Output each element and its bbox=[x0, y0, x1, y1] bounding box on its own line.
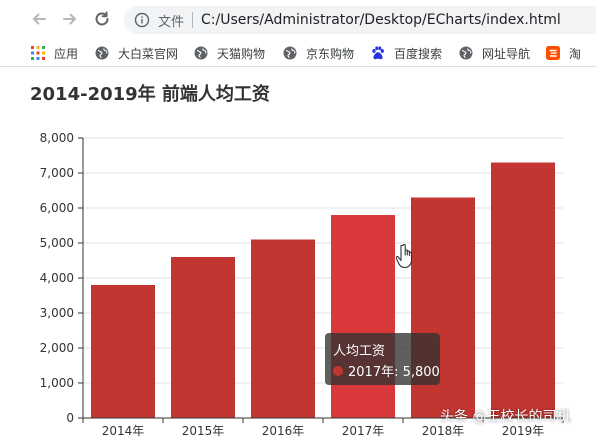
tooltip-title: 人均工资 bbox=[333, 344, 386, 359]
bar-chart: 0 1,000 2,000 3,000 4,000 5,000 6,000 7,000 8,00… bbox=[40, 131, 564, 437]
bar-2019年 bbox=[491, 162, 555, 418]
series-marker-dot bbox=[333, 365, 343, 376]
address-bar[interactable]: 文件 C:/Users/Administrator/Desktop/EChart… bbox=[124, 6, 596, 34]
back-arrow-icon bbox=[33, 13, 46, 25]
taobao-icon bbox=[546, 46, 560, 60]
y-tick-label: 5,000 bbox=[40, 236, 74, 250]
bookmark-baidu[interactable]: 百度搜索 bbox=[371, 44, 442, 62]
bookmark-label: 网址导航 bbox=[482, 46, 531, 61]
bookmark-label: 京东购物 bbox=[306, 46, 355, 61]
bar-2014年 bbox=[91, 285, 155, 418]
back-button[interactable] bbox=[28, 8, 50, 30]
hand-cursor-icon bbox=[396, 244, 413, 269]
bookmark-apps[interactable]: 应用 bbox=[31, 44, 78, 62]
address-url[interactable]: C:/Users/Administrator/Desktop/ECharts/i… bbox=[201, 12, 561, 28]
forward-arrow-icon bbox=[63, 13, 76, 25]
bookmark-label: 应用 bbox=[54, 46, 79, 61]
y-tick-label: 8,000 bbox=[40, 131, 74, 145]
browser-toolbar: 文件 C:/Users/Administrator/Desktop/EChart… bbox=[0, 0, 596, 40]
tooltip-value: 2017年: 5,800 bbox=[348, 365, 440, 380]
address-separator bbox=[192, 12, 194, 28]
reload-icon bbox=[95, 11, 109, 26]
bar-2015年 bbox=[171, 257, 235, 418]
bar-2016年 bbox=[251, 239, 315, 418]
baidu-paw-icon bbox=[372, 46, 384, 60]
bookmark-taobao[interactable]: 淘 bbox=[546, 44, 581, 62]
x-tick-label: 2019年 bbox=[502, 424, 545, 437]
y-tick-label: 1,000 bbox=[40, 376, 74, 390]
bookmark-label: 大白菜官网 bbox=[118, 46, 179, 61]
x-tick-label: 2017年 bbox=[342, 424, 385, 437]
x-tick-label: 2014年 bbox=[102, 424, 145, 437]
bookmark-label: 天猫购物 bbox=[217, 46, 266, 61]
bookmark-jd[interactable]: 京东购物 bbox=[283, 44, 354, 62]
bookmark-tmall[interactable]: 天猫购物 bbox=[194, 44, 265, 62]
y-tick-label: 6,000 bbox=[40, 201, 74, 215]
address-label: 文件 bbox=[158, 14, 185, 30]
forward-button[interactable] bbox=[59, 8, 81, 30]
bookmarks-bar: 应用 大白菜官网 天猫购物 京东购物 百度搜索 bbox=[0, 40, 596, 67]
y-tick-label: 3,000 bbox=[40, 306, 74, 320]
globe-icon bbox=[459, 46, 473, 60]
globe-icon bbox=[283, 46, 297, 60]
page-title: 2014-2019年 前端人均工资 bbox=[30, 84, 270, 105]
bookmark-label: 百度搜索 bbox=[394, 46, 443, 61]
watermark: 头条 @王校长的司机 bbox=[440, 409, 571, 425]
globe-icon bbox=[194, 46, 208, 60]
apps-grid-icon bbox=[31, 46, 45, 60]
y-tick-label: 2,000 bbox=[40, 341, 74, 355]
y-tick-label: 4,000 bbox=[40, 271, 74, 285]
x-tick-label: 2018年 bbox=[422, 424, 465, 437]
tooltip-row: 2017年: 5,800 bbox=[333, 361, 440, 380]
reload-button[interactable] bbox=[91, 8, 113, 30]
x-tick-label: 2016年 bbox=[262, 424, 305, 437]
info-icon[interactable] bbox=[134, 12, 150, 28]
bookmark-nav[interactable]: 网址导航 bbox=[459, 44, 530, 62]
y-tick-label: 0 bbox=[66, 411, 74, 425]
bookmark-label: 淘 bbox=[569, 46, 582, 61]
chart-tooltip: 人均工资 2017年: 5,800 bbox=[325, 333, 440, 385]
y-tick-label: 7,000 bbox=[40, 166, 74, 180]
bookmark-dabaicai[interactable]: 大白菜官网 bbox=[95, 44, 178, 62]
bar-2017年 bbox=[331, 215, 395, 418]
globe-icon bbox=[95, 46, 109, 60]
x-tick-label: 2015年 bbox=[182, 424, 225, 437]
